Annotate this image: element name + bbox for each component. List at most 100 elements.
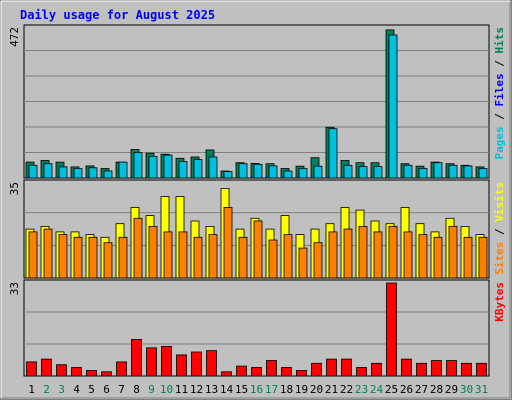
x-tick-label-day-23: 23 — [355, 383, 368, 396]
bar-kbytes-day-20 — [311, 362, 322, 377]
bar-sites-day-25 — [388, 225, 398, 279]
bar-kbytes-day-16 — [251, 367, 262, 377]
x-tick-label-day-30: 30 — [460, 383, 473, 396]
bar-kbytes-day-28 — [431, 360, 442, 377]
bar-kbytes-day-10 — [161, 345, 172, 377]
x-tick-label-day-8: 8 — [133, 383, 140, 396]
panel-visits: 35 Sites / Visits — [8, 179, 506, 279]
bar-files-day-6 — [103, 170, 113, 179]
bar-sites-day-11 — [178, 231, 188, 279]
bar-kbytes-day-23 — [356, 367, 367, 377]
y-max-label: 35 — [8, 182, 21, 195]
bar-kbytes-day-14 — [221, 371, 232, 377]
bar-kbytes-day-9 — [146, 347, 157, 377]
x-tick-label-day-13: 13 — [205, 383, 218, 396]
bar-sites-day-9 — [148, 225, 158, 279]
bar-sites-day-10 — [163, 231, 173, 279]
bar-files-day-13 — [208, 156, 218, 179]
legend-entry-sites: Sites — [493, 242, 506, 275]
x-tick-label-day-29: 29 — [445, 383, 458, 396]
legend-entry-hits: Hits — [493, 27, 506, 54]
bar-sites-day-24 — [373, 231, 383, 279]
legend-separator: / — [493, 107, 506, 127]
bar-kbytes-day-25 — [386, 282, 397, 377]
bar-kbytes-day-22 — [341, 358, 352, 377]
bar-files-day-5 — [88, 167, 98, 179]
bar-kbytes-day-11 — [176, 354, 187, 377]
bar-sites-day-29 — [448, 225, 458, 279]
bar-files-day-26 — [403, 164, 413, 179]
bar-sites-day-5 — [88, 236, 98, 279]
bar-kbytes-day-19 — [296, 369, 307, 377]
bar-kbytes-day-5 — [86, 369, 97, 377]
bar-kbytes-day-3 — [56, 364, 67, 377]
panel-hits: 472 Pages / Files / Hits — [8, 24, 506, 179]
bar-sites-day-14 — [223, 206, 233, 279]
legend-visits: Sites / Visits — [493, 182, 506, 275]
bar-sites-day-4 — [73, 236, 83, 279]
bar-files-day-15 — [238, 163, 248, 179]
bar-files-day-24 — [373, 166, 383, 179]
bar-kbytes-day-29 — [446, 360, 457, 377]
bar-sites-day-3 — [58, 234, 68, 279]
bar-files-day-28 — [433, 162, 443, 179]
bar-files-day-10 — [163, 154, 173, 179]
bar-kbytes-day-6 — [101, 371, 112, 377]
bar-files-day-18 — [283, 170, 293, 179]
chart-title: Daily usage for August 2025 — [20, 8, 215, 22]
x-tick-label-day-28: 28 — [430, 383, 443, 396]
bar-kbytes-day-15 — [236, 365, 247, 377]
x-tick-label-day-11: 11 — [175, 383, 188, 396]
x-tick-label-day-12: 12 — [190, 383, 203, 396]
bar-kbytes-day-17 — [266, 360, 277, 377]
bar-files-day-7 — [118, 161, 128, 179]
bar-sites-day-15 — [238, 236, 248, 279]
bar-sites-day-7 — [118, 236, 128, 279]
bar-sites-day-26 — [403, 231, 413, 279]
bar-sites-day-6 — [103, 242, 113, 279]
bar-sites-day-13 — [208, 234, 218, 279]
x-tick-label-day-10: 10 — [160, 383, 173, 396]
bar-kbytes-day-31 — [476, 362, 487, 377]
x-tick-label-day-22: 22 — [340, 383, 353, 396]
bar-kbytes-day-21 — [326, 358, 337, 377]
bar-sites-day-22 — [343, 228, 353, 279]
x-tick-label-day-9: 9 — [148, 383, 155, 396]
bar-files-day-16 — [253, 163, 263, 179]
bar-sites-day-8 — [133, 217, 143, 279]
bar-sites-day-12 — [193, 236, 203, 279]
x-tick-label-day-16: 16 — [250, 383, 263, 396]
bar-files-day-31 — [478, 168, 488, 179]
x-tick-label-day-20: 20 — [310, 383, 323, 396]
bar-sites-day-1 — [28, 231, 38, 279]
legend-separator: / — [493, 54, 506, 74]
x-tick-label-day-17: 17 — [265, 383, 278, 396]
legend-entry-files: Files — [493, 73, 506, 106]
bar-files-day-20 — [313, 165, 323, 179]
bar-files-day-4 — [73, 168, 83, 179]
bar-sites-day-19 — [298, 247, 308, 279]
x-tick-label-day-18: 18 — [280, 383, 293, 396]
legend-separator: / — [493, 222, 506, 242]
bar-files-day-17 — [268, 165, 278, 179]
x-tick-label-day-4: 4 — [73, 383, 80, 396]
bar-kbytes-day-13 — [206, 350, 217, 377]
x-tick-label-day-7: 7 — [118, 383, 125, 396]
bar-files-day-8 — [133, 152, 143, 179]
bar-sites-day-16 — [253, 220, 263, 279]
bar-files-day-21 — [328, 128, 338, 179]
bar-files-day-9 — [148, 155, 158, 179]
bar-files-day-29 — [448, 164, 458, 179]
bar-files-day-14 — [223, 171, 233, 179]
x-tick-label-day-15: 15 — [235, 383, 248, 396]
legend-entry-kbytes: KBytes — [493, 282, 506, 322]
bar-kbytes-day-4 — [71, 367, 82, 377]
x-tick-label-day-3: 3 — [58, 383, 65, 396]
bar-files-day-23 — [358, 166, 368, 179]
bar-kbytes-day-8 — [131, 338, 142, 377]
bar-kbytes-day-1 — [26, 361, 37, 377]
bar-files-day-2 — [43, 163, 53, 179]
bar-files-day-27 — [418, 168, 428, 179]
